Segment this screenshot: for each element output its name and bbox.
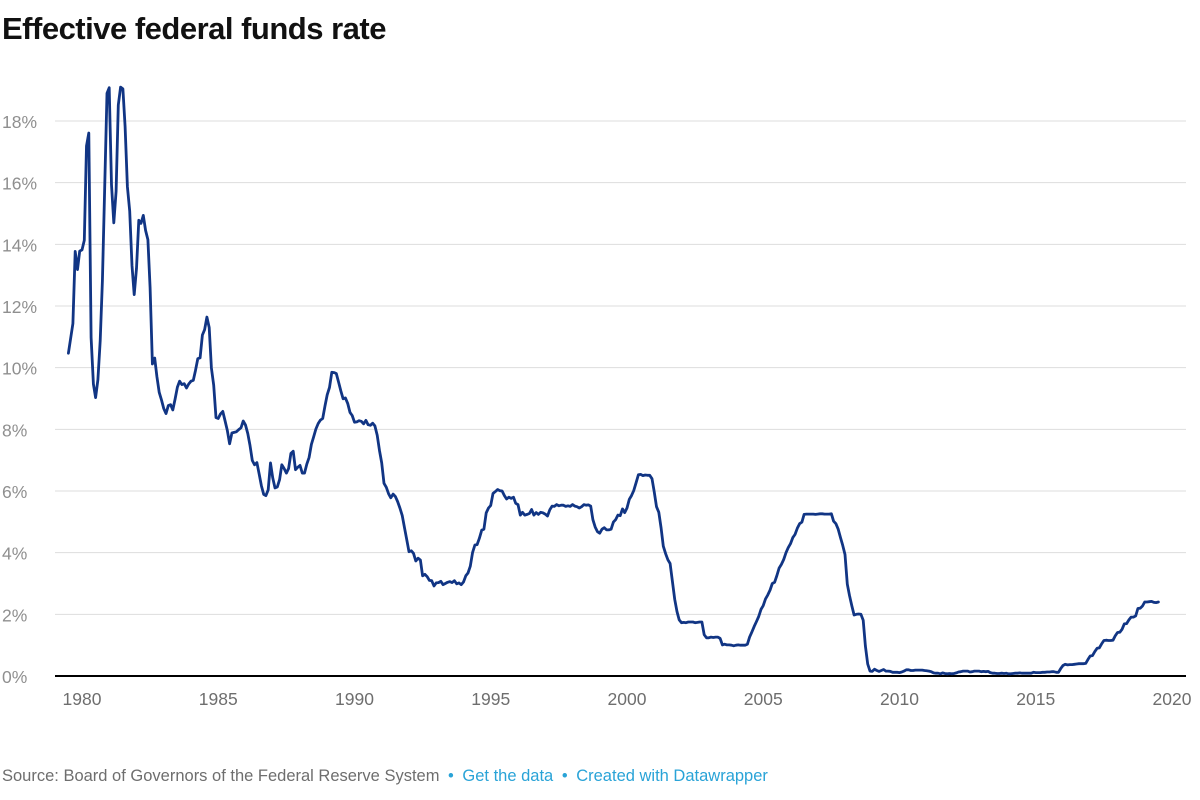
y-tick-label: 10% (2, 358, 37, 378)
x-tick-label: 1980 (63, 689, 102, 709)
x-tick-label: 1995 (471, 689, 510, 709)
y-tick-label: 4% (2, 543, 27, 563)
y-tick-label: 6% (2, 482, 27, 502)
series-line (67, 85, 1160, 675)
line-chart: 0% 2% 4% 6% 8% 10% 12% 14% 16% 18% 1980 1985 1990 199… (2, 85, 1192, 709)
y-tick-label: 14% (2, 235, 37, 255)
x-tick-label: 1985 (199, 689, 238, 709)
y-tick-label: 8% (2, 420, 27, 440)
x-tick-label: 2010 (880, 689, 919, 709)
chart-area: 0% 2% 4% 6% 8% 10% 12% 14% 16% 18% 1980 1985 1990 199… (0, 57, 1200, 719)
x-tick-label: 2015 (1016, 689, 1055, 709)
x-tick-label: 2020 (1153, 689, 1192, 709)
y-tick-label: 18% (2, 112, 37, 132)
x-tick-label: 2000 (608, 689, 647, 709)
y-tick-label: 0% (2, 667, 27, 687)
bullet-separator-icon: • (561, 767, 568, 785)
x-tick-label: 2005 (744, 689, 783, 709)
y-tick-label: 2% (2, 605, 27, 625)
datawrapper-link[interactable]: Created with Datawrapper (576, 767, 768, 785)
get-data-link[interactable]: Get the data (462, 767, 554, 785)
page-title: Effective federal funds rate (2, 11, 386, 46)
bullet-separator-icon: • (448, 767, 454, 785)
x-tick-label: 1990 (335, 689, 374, 709)
source-text: Source: Board of Governors of the Federa… (2, 767, 440, 785)
footer: Source: Board of Governors of the Federa… (2, 767, 768, 786)
y-tick-label: 16% (2, 173, 37, 193)
y-tick-label: 12% (2, 297, 37, 317)
